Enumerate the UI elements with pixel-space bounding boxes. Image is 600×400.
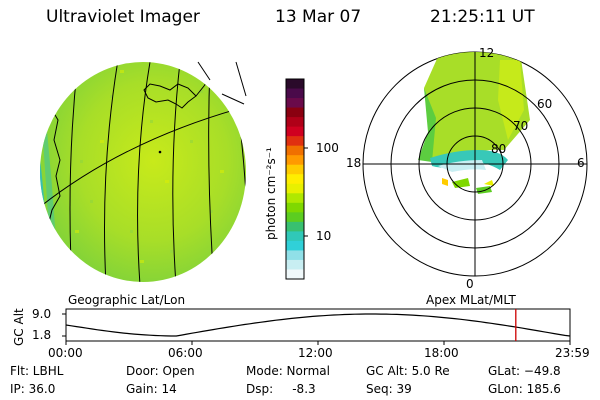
altitude-plot xyxy=(62,308,571,345)
colorbar-swatch xyxy=(286,250,304,261)
colorbar-swatch xyxy=(286,212,304,223)
status-mode: Mode: Normal xyxy=(246,364,330,378)
alt-ytick-min: 1.8 xyxy=(32,328,52,342)
colorbar-swatch xyxy=(286,145,304,156)
status-ip: IP: 36.0 xyxy=(10,382,56,396)
geographic-image xyxy=(40,61,247,282)
alt-xtick-2359: 23:59 xyxy=(555,346,590,360)
status-seq: Seq: 39 xyxy=(366,382,412,396)
altitude-curve xyxy=(65,313,571,337)
time-label: 21:25:11 UT xyxy=(430,7,535,27)
status-glon: GLon: 185.6 xyxy=(488,382,561,396)
colorbar-swatch xyxy=(286,88,304,99)
colorbar-swatch xyxy=(286,136,304,147)
gc-alt-axis-label: GC Alt xyxy=(12,308,26,346)
colorbar-swatch xyxy=(286,126,304,137)
colorbar-swatch xyxy=(286,117,304,128)
mlt-label-0: 0 xyxy=(466,277,474,291)
colorbar-swatch xyxy=(286,202,304,213)
colorbar xyxy=(285,78,308,280)
colorbar-swatch xyxy=(286,221,304,232)
colorbar-swatch xyxy=(286,79,304,90)
colorbar-tick-10: 10 xyxy=(316,229,332,243)
colorbar-tick-100: 100 xyxy=(316,141,339,155)
date-label: 13 Mar 07 xyxy=(275,7,362,27)
mlt-label-12: 12 xyxy=(479,46,495,60)
colorbar-swatch xyxy=(286,231,304,242)
status-gain: Gain: 14 xyxy=(126,382,177,396)
colorbar-swatch xyxy=(286,183,304,194)
alt-xtick-0000: 00:00 xyxy=(48,346,83,360)
colorbar-swatch xyxy=(286,98,304,109)
colorbar-swatch xyxy=(286,240,304,252)
status-dsp: Dsp: -8.3 xyxy=(246,382,316,396)
polar-plot xyxy=(362,51,588,277)
colorbar-swatch xyxy=(286,259,304,271)
alt-xtick-1200: 12:00 xyxy=(298,346,333,360)
mlt-label-6: 6 xyxy=(577,156,585,170)
lat-label-80: 80 xyxy=(491,142,507,156)
colorbar-swatch xyxy=(286,164,304,175)
status-gc-alt: GC Alt: 5.0 Re xyxy=(366,364,450,378)
alt-xtick-0600: 06:00 xyxy=(168,346,203,360)
lat-label-60: 60 xyxy=(537,97,553,111)
status-glat: GLat: −49.8 xyxy=(488,364,561,378)
lat-label-70: 70 xyxy=(513,119,529,133)
colorbar-frame xyxy=(285,78,305,280)
alt-ytick-max: 9.0 xyxy=(32,307,52,321)
colorbar-swatch xyxy=(286,155,304,166)
colorbar-swatch xyxy=(286,193,304,204)
colorbar-swatch xyxy=(286,269,304,280)
colorbar-swatch xyxy=(286,107,304,118)
colorbar-unit: photon cm⁻²s⁻¹ xyxy=(264,147,278,240)
left-panel-caption: Geographic Lat/Lon xyxy=(68,293,186,307)
right-panel-caption: Apex MLat/MLT xyxy=(426,293,516,307)
status-door: Door: Open xyxy=(126,364,195,378)
status-flt: Flt: LBHL xyxy=(10,364,64,378)
instrument-title: Ultraviolet Imager xyxy=(46,7,200,27)
alt-xtick-1800: 18:00 xyxy=(424,346,459,360)
mlt-label-18: 18 xyxy=(346,156,362,170)
colorbar-swatch xyxy=(286,174,304,185)
